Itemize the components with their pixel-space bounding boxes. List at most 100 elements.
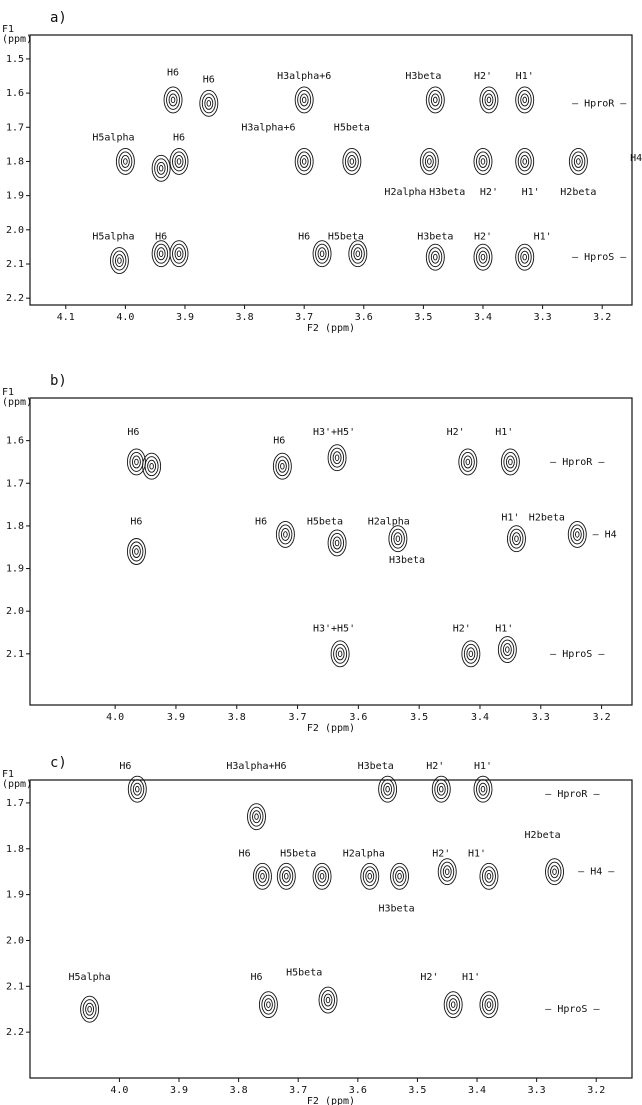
peak-contour [435,780,448,799]
peak-contour [333,452,341,464]
annotation: H1' [516,71,534,82]
annotation: H5beta [280,848,316,859]
peak-contour [88,1006,92,1012]
peak-contour [523,159,527,165]
peak-contour [504,452,517,471]
peak-contour [280,867,293,886]
peak-contour [482,90,495,109]
peak-contour [464,644,477,663]
y-tick-label: 1.8 [6,156,24,167]
peak-contour [487,1002,491,1008]
peak-contour [485,999,493,1011]
peak-contour [177,251,181,257]
peak-contour [121,155,129,167]
peak-contour [255,814,259,820]
peak-contour [443,866,451,878]
peak-contour [157,248,165,260]
x-tick-label: 3.2 [593,312,611,323]
peak-contour [476,152,489,171]
x-tick-label: 4.0 [116,312,134,323]
x-tick-label: 4.0 [106,712,124,723]
annotation: H5alpha [92,232,134,243]
peak-contour [506,647,510,653]
peak-contour [279,525,292,544]
annotation: H2' [453,623,471,634]
peak-contour [429,248,442,267]
peak-contour [449,999,457,1011]
peak-contour [322,991,335,1010]
y-tick-label: 1.5 [6,54,24,65]
peak-contour [428,159,432,165]
annotation: H2' [474,232,492,243]
x-tick-label: 4.0 [110,1085,128,1096]
peak-contour [302,97,306,103]
annotation: H2' [432,848,450,859]
peak-contour [551,866,559,878]
peak-contour [515,536,519,542]
y-tick-label: 1.8 [6,844,24,855]
peak-contour [281,528,289,540]
annotation: H6 [250,972,262,983]
x-tick-label: 3.3 [528,1085,546,1096]
peak-contour [368,873,372,879]
y-tick-label: 1.8 [6,521,24,532]
peak-contour [326,997,330,1003]
x-tick-label: 3.6 [349,1085,367,1096]
peak-contour [509,459,513,465]
annotation: H6 [173,133,185,144]
peak-contour [145,457,158,476]
peak-contour [391,529,404,548]
y-tick-label: 2.1 [6,981,24,992]
peak-contour [173,152,186,171]
x-tick-label: 3.9 [170,1085,188,1096]
peak-contour [434,254,438,260]
peak-contour [250,807,263,826]
peak-contour [553,869,557,875]
x-axis-label: F2 (ppm) [307,723,355,734]
peak-contour [451,1002,455,1008]
x-tick-label: 3.7 [289,712,307,723]
peak-contour [302,159,306,165]
peak-contour [523,254,527,260]
peak-contour [439,786,443,792]
peak-contour [487,97,491,103]
peak-contour [167,90,180,109]
peak-contour [282,870,290,882]
peak-contour [155,244,168,263]
peak-contour [177,159,181,165]
peak-contour [479,783,487,795]
peak-contour [278,460,286,472]
peak-contour [384,783,392,795]
annotation: H6 [255,517,267,528]
y-tick-label: 2.1 [6,259,24,270]
peak-contour [320,873,324,879]
annotation: — H4 [593,529,617,540]
peak-contour [130,452,143,471]
y-tick-label: 1.7 [6,798,24,809]
peak-contour [130,542,143,561]
peak-contour [437,783,445,795]
peak-contour [169,94,177,106]
peak-contour [300,94,308,106]
peak-contour [155,159,168,178]
peak-contour [135,549,139,555]
x-tick-label: 3.5 [410,712,428,723]
peak-contour [348,155,356,167]
peak-contour [574,155,582,167]
annotation: H3beta [358,761,394,772]
peak-contour [262,995,275,1014]
peak-contour [481,254,485,260]
annotation: — HproS — [572,252,627,263]
peak-contour [573,528,581,540]
peak-contour [461,452,474,471]
panel-label: a) [50,10,67,26]
y-tick-label: 2.2 [6,293,24,304]
y-axis-label: (ppm) [2,397,32,408]
peak-contour [482,995,495,1014]
peak-contour [324,994,332,1006]
annotation: — HproR — [550,457,605,468]
peak-contour [119,152,132,171]
peak-contour [467,648,475,660]
y-tick-label: 1.9 [6,564,24,575]
peak-contour [521,155,529,167]
